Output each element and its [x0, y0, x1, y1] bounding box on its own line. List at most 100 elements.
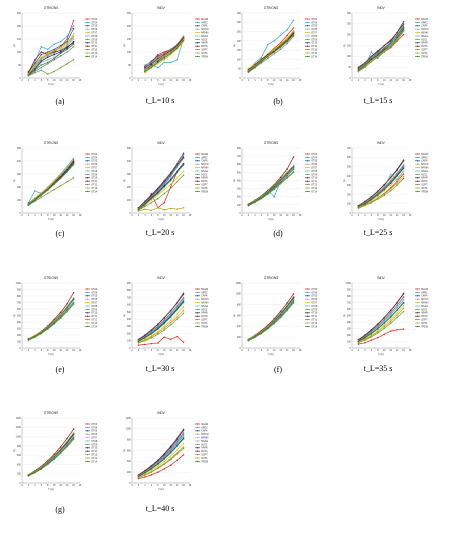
legend-label: OT07 — [311, 302, 318, 305]
series-line — [138, 158, 184, 209]
legend-marker — [86, 177, 89, 179]
legend-marker — [416, 42, 419, 44]
legend-label: TREM — [201, 55, 208, 58]
data-point — [27, 338, 30, 341]
series-line — [28, 33, 74, 74]
legend-label: NPAR — [421, 312, 428, 315]
legend-label: OT07 — [91, 32, 98, 35]
x-tick-label: 4 — [34, 485, 36, 487]
x-tick-label: 16 — [292, 350, 295, 352]
legend-marker — [416, 31, 419, 34]
data-point — [66, 165, 68, 167]
legend-marker — [306, 322, 309, 324]
data-point — [144, 205, 146, 208]
data-point — [150, 209, 153, 212]
legend-marker — [196, 450, 199, 452]
y-tick-label: 500 — [347, 166, 352, 168]
data-point — [169, 61, 172, 64]
x-tick-label: 16 — [72, 215, 75, 217]
data-point — [176, 306, 178, 309]
data-point — [66, 170, 68, 173]
data-point — [176, 449, 178, 451]
data-point — [34, 470, 36, 472]
data-point — [34, 59, 36, 61]
data-point — [53, 57, 55, 60]
caption-letter: (g) — [55, 505, 65, 514]
legend-marker — [196, 301, 199, 304]
data-point — [47, 327, 49, 329]
data-point — [59, 40, 62, 43]
data-point — [292, 30, 295, 33]
y-tick-label: 1400 — [16, 418, 22, 420]
y-tick-label: 200 — [347, 335, 352, 337]
data-point — [182, 429, 185, 432]
data-point — [273, 321, 275, 324]
data-point — [176, 302, 178, 304]
legend-marker — [416, 187, 419, 189]
data-point — [267, 192, 269, 194]
data-point — [254, 200, 256, 203]
data-point — [267, 325, 269, 328]
data-point — [53, 318, 55, 321]
legend-label: APRC — [421, 291, 428, 294]
data-point — [364, 200, 366, 203]
x-tick-label: 4 — [34, 80, 36, 82]
y-tick-label: 0 — [20, 348, 22, 350]
data-point — [150, 61, 153, 64]
data-point — [377, 57, 379, 60]
y-tick-label: 0 — [350, 348, 352, 350]
data-point — [389, 316, 392, 318]
legend-label: OT08 — [311, 305, 318, 308]
data-point — [292, 295, 295, 298]
legend-marker — [196, 163, 199, 165]
data-point — [176, 308, 178, 311]
data-point — [254, 336, 256, 338]
chart-title: OTRIONS — [264, 276, 279, 280]
legend-marker — [86, 305, 89, 307]
legend-marker — [416, 183, 419, 186]
legend-marker — [196, 25, 199, 27]
x-tick-label: 0 — [21, 485, 23, 487]
legend-label: NPAR — [201, 447, 208, 450]
legend-marker — [306, 163, 309, 165]
y-tick-label: 500 — [17, 148, 22, 150]
legend-marker — [86, 170, 89, 172]
data-point — [40, 66, 43, 69]
series-line — [138, 153, 184, 209]
series-line — [138, 164, 184, 210]
legend-label: APRC — [421, 21, 428, 24]
y-tick-label: 200 — [127, 333, 132, 335]
legend-label: MSAG — [201, 35, 208, 38]
y-tick-label: 200 — [127, 187, 132, 189]
data-point — [47, 61, 49, 64]
series-line — [358, 31, 404, 72]
chart-title: OTRIONS — [264, 6, 279, 10]
data-point — [292, 293, 295, 295]
y-axis-label: tp — [233, 44, 236, 47]
x-tick-label: 14 — [396, 215, 399, 217]
legend-label: OT04 — [311, 21, 318, 24]
y-tick-label: 500 — [127, 312, 132, 314]
x-axis-label: h (m) — [48, 218, 54, 221]
data-point — [176, 438, 178, 441]
data-point — [144, 66, 146, 69]
x-tick-label: 10 — [163, 215, 166, 217]
y-tick-label: 100 — [127, 52, 132, 54]
data-point — [176, 171, 178, 174]
y-tick-label: 700 — [127, 297, 132, 299]
data-point — [59, 177, 62, 179]
data-point — [364, 342, 366, 344]
data-point — [144, 208, 146, 210]
legend-label: SGPT — [201, 49, 208, 52]
data-point — [150, 66, 153, 69]
data-point — [273, 319, 275, 321]
legend-marker — [196, 305, 199, 307]
data-point — [72, 42, 75, 44]
legend-label: OT05 — [311, 160, 318, 163]
data-point — [53, 457, 55, 460]
data-point — [267, 43, 269, 46]
data-point — [40, 331, 43, 334]
series-line — [28, 434, 74, 476]
series-line — [28, 432, 74, 476]
data-point — [66, 310, 68, 312]
